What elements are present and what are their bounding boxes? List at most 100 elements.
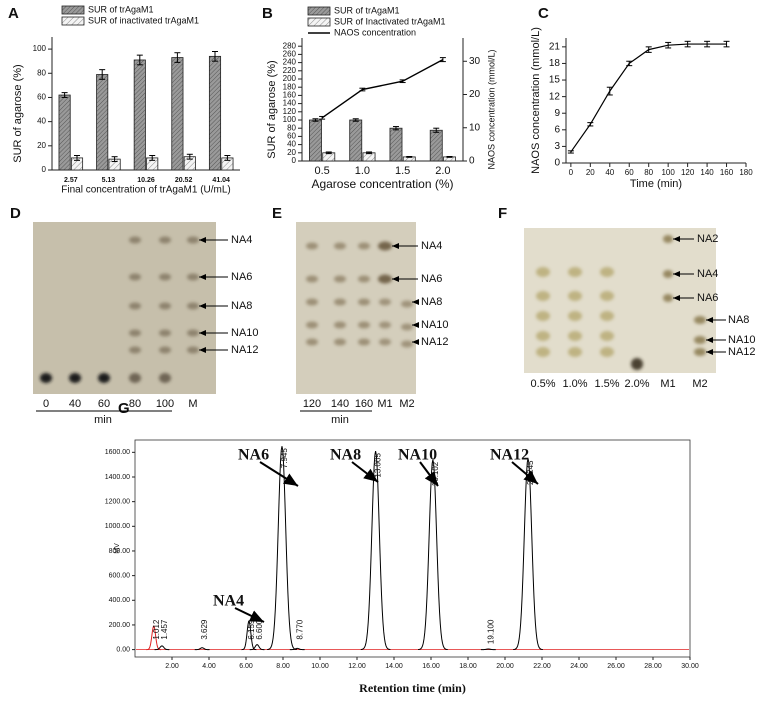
lane-label: M2 — [399, 398, 414, 410]
panel-label: A — [8, 5, 19, 22]
legend-label: SUR of Inactivated trAgaM1 — [334, 16, 446, 26]
error-bar — [149, 154, 156, 161]
tlc-spot — [401, 340, 413, 348]
y-tick-label: 12 — [549, 91, 561, 102]
tlc-spot — [401, 300, 413, 308]
error-bar — [626, 60, 633, 67]
tlc-spot — [401, 323, 413, 331]
peak-label: 3.629 — [200, 619, 209, 640]
error-bar — [359, 87, 366, 92]
lane-label: 1.5% — [594, 378, 619, 390]
y2-axis-label: NAOS concentration (mmol/L) — [486, 49, 496, 169]
error-bar — [606, 86, 613, 96]
y-tick-label: 60 — [37, 93, 46, 102]
y-tick-label: 100 — [283, 115, 297, 124]
band-label: NA10 — [231, 327, 259, 339]
tlc-spot — [600, 267, 614, 277]
tlc-spot — [159, 373, 171, 383]
x-tick-label: 2.57 — [64, 177, 78, 184]
annotation-arrow — [234, 607, 265, 623]
tlc-spot — [379, 298, 391, 306]
y-tick-label: 40 — [287, 140, 296, 149]
tlc-spot — [69, 373, 81, 383]
peak — [289, 647, 305, 651]
tlc-spot — [694, 336, 706, 344]
error-bar — [392, 126, 399, 131]
bar — [309, 119, 322, 162]
error-bar — [723, 40, 730, 48]
tlc-spot — [334, 321, 346, 329]
peak — [360, 451, 391, 651]
y-tick-label: 800.00 — [109, 548, 131, 555]
tlc-spot — [358, 275, 370, 283]
x-tick-label: 28.00 — [644, 663, 662, 670]
peak-label: 19.100 — [486, 619, 495, 644]
bar — [429, 129, 443, 162]
panel-label: F — [498, 205, 507, 222]
x-tick-label: 0.5 — [314, 165, 329, 177]
y-tick-label: 1200.00 — [105, 498, 130, 505]
error-bar — [74, 154, 81, 161]
tlc-spot — [568, 311, 582, 321]
lane-label: 1.0% — [562, 378, 587, 390]
band-label: NA8 — [728, 314, 749, 326]
x-tick-label: 24.00 — [570, 663, 588, 670]
error-bar — [665, 41, 672, 49]
line — [321, 58, 444, 119]
tlc-spot — [187, 236, 199, 244]
tlc-spot — [378, 274, 392, 284]
band-label: NA2 — [697, 233, 718, 245]
x-axis-label: Time (min) — [630, 178, 682, 190]
tlc-spot — [187, 302, 199, 310]
legend-swatch — [61, 5, 85, 15]
y-tick-label: 1000.00 — [105, 523, 130, 530]
tlc-spot — [334, 338, 346, 346]
x-tick-label: 180 — [739, 168, 753, 177]
tlc-spot — [129, 236, 141, 244]
annotation: NA12 — [490, 447, 529, 464]
tlc-spot — [536, 347, 550, 357]
band-label: NA4 — [231, 234, 252, 246]
bar — [133, 59, 146, 171]
line — [570, 43, 727, 153]
legend-swatch — [61, 16, 85, 26]
band-label: NA4 — [421, 240, 442, 252]
peak — [513, 458, 543, 651]
y-tick-label: 80 — [37, 68, 46, 77]
tlc-spot — [306, 338, 318, 346]
y-tick-label: 200 — [283, 74, 297, 83]
tlc-spot — [159, 302, 171, 310]
y-tick-label: 80 — [287, 123, 296, 132]
bar — [171, 57, 184, 171]
peak-label: 6.600 — [255, 619, 264, 640]
y-tick-label: 20 — [287, 148, 296, 157]
error-bar — [704, 40, 711, 48]
y-tick-label: 200.00 — [109, 622, 131, 629]
x-tick-label: 14.00 — [385, 663, 403, 670]
peak — [418, 459, 448, 651]
tlc-spot — [358, 338, 370, 346]
y-tick-label: 220 — [283, 66, 297, 75]
bar — [208, 55, 222, 171]
error-bar — [111, 156, 118, 163]
tlc-spot — [334, 298, 346, 306]
x-tick-label: 20.00 — [496, 663, 514, 670]
legend-swatch — [307, 6, 331, 16]
error-bar — [325, 151, 332, 155]
lane-label: 100 — [156, 398, 174, 410]
y-tick-label: 260 — [283, 50, 297, 59]
y-tick-label: 100 — [33, 44, 47, 53]
tlc-spot — [536, 311, 550, 321]
tlc-spot — [663, 235, 673, 243]
y-tick-label: 1400.00 — [105, 474, 130, 481]
tlc-spot — [663, 270, 673, 278]
peak — [154, 645, 170, 651]
x-axis-label: Retention time (min) — [359, 681, 466, 695]
y2-tick-label: 10 — [469, 122, 481, 133]
lane-label: M — [188, 398, 197, 410]
band-label: NA10 — [728, 334, 756, 346]
x-tick-label: 1.5 — [395, 165, 410, 177]
tlc-spot — [536, 291, 550, 301]
tlc-spot — [379, 338, 391, 346]
